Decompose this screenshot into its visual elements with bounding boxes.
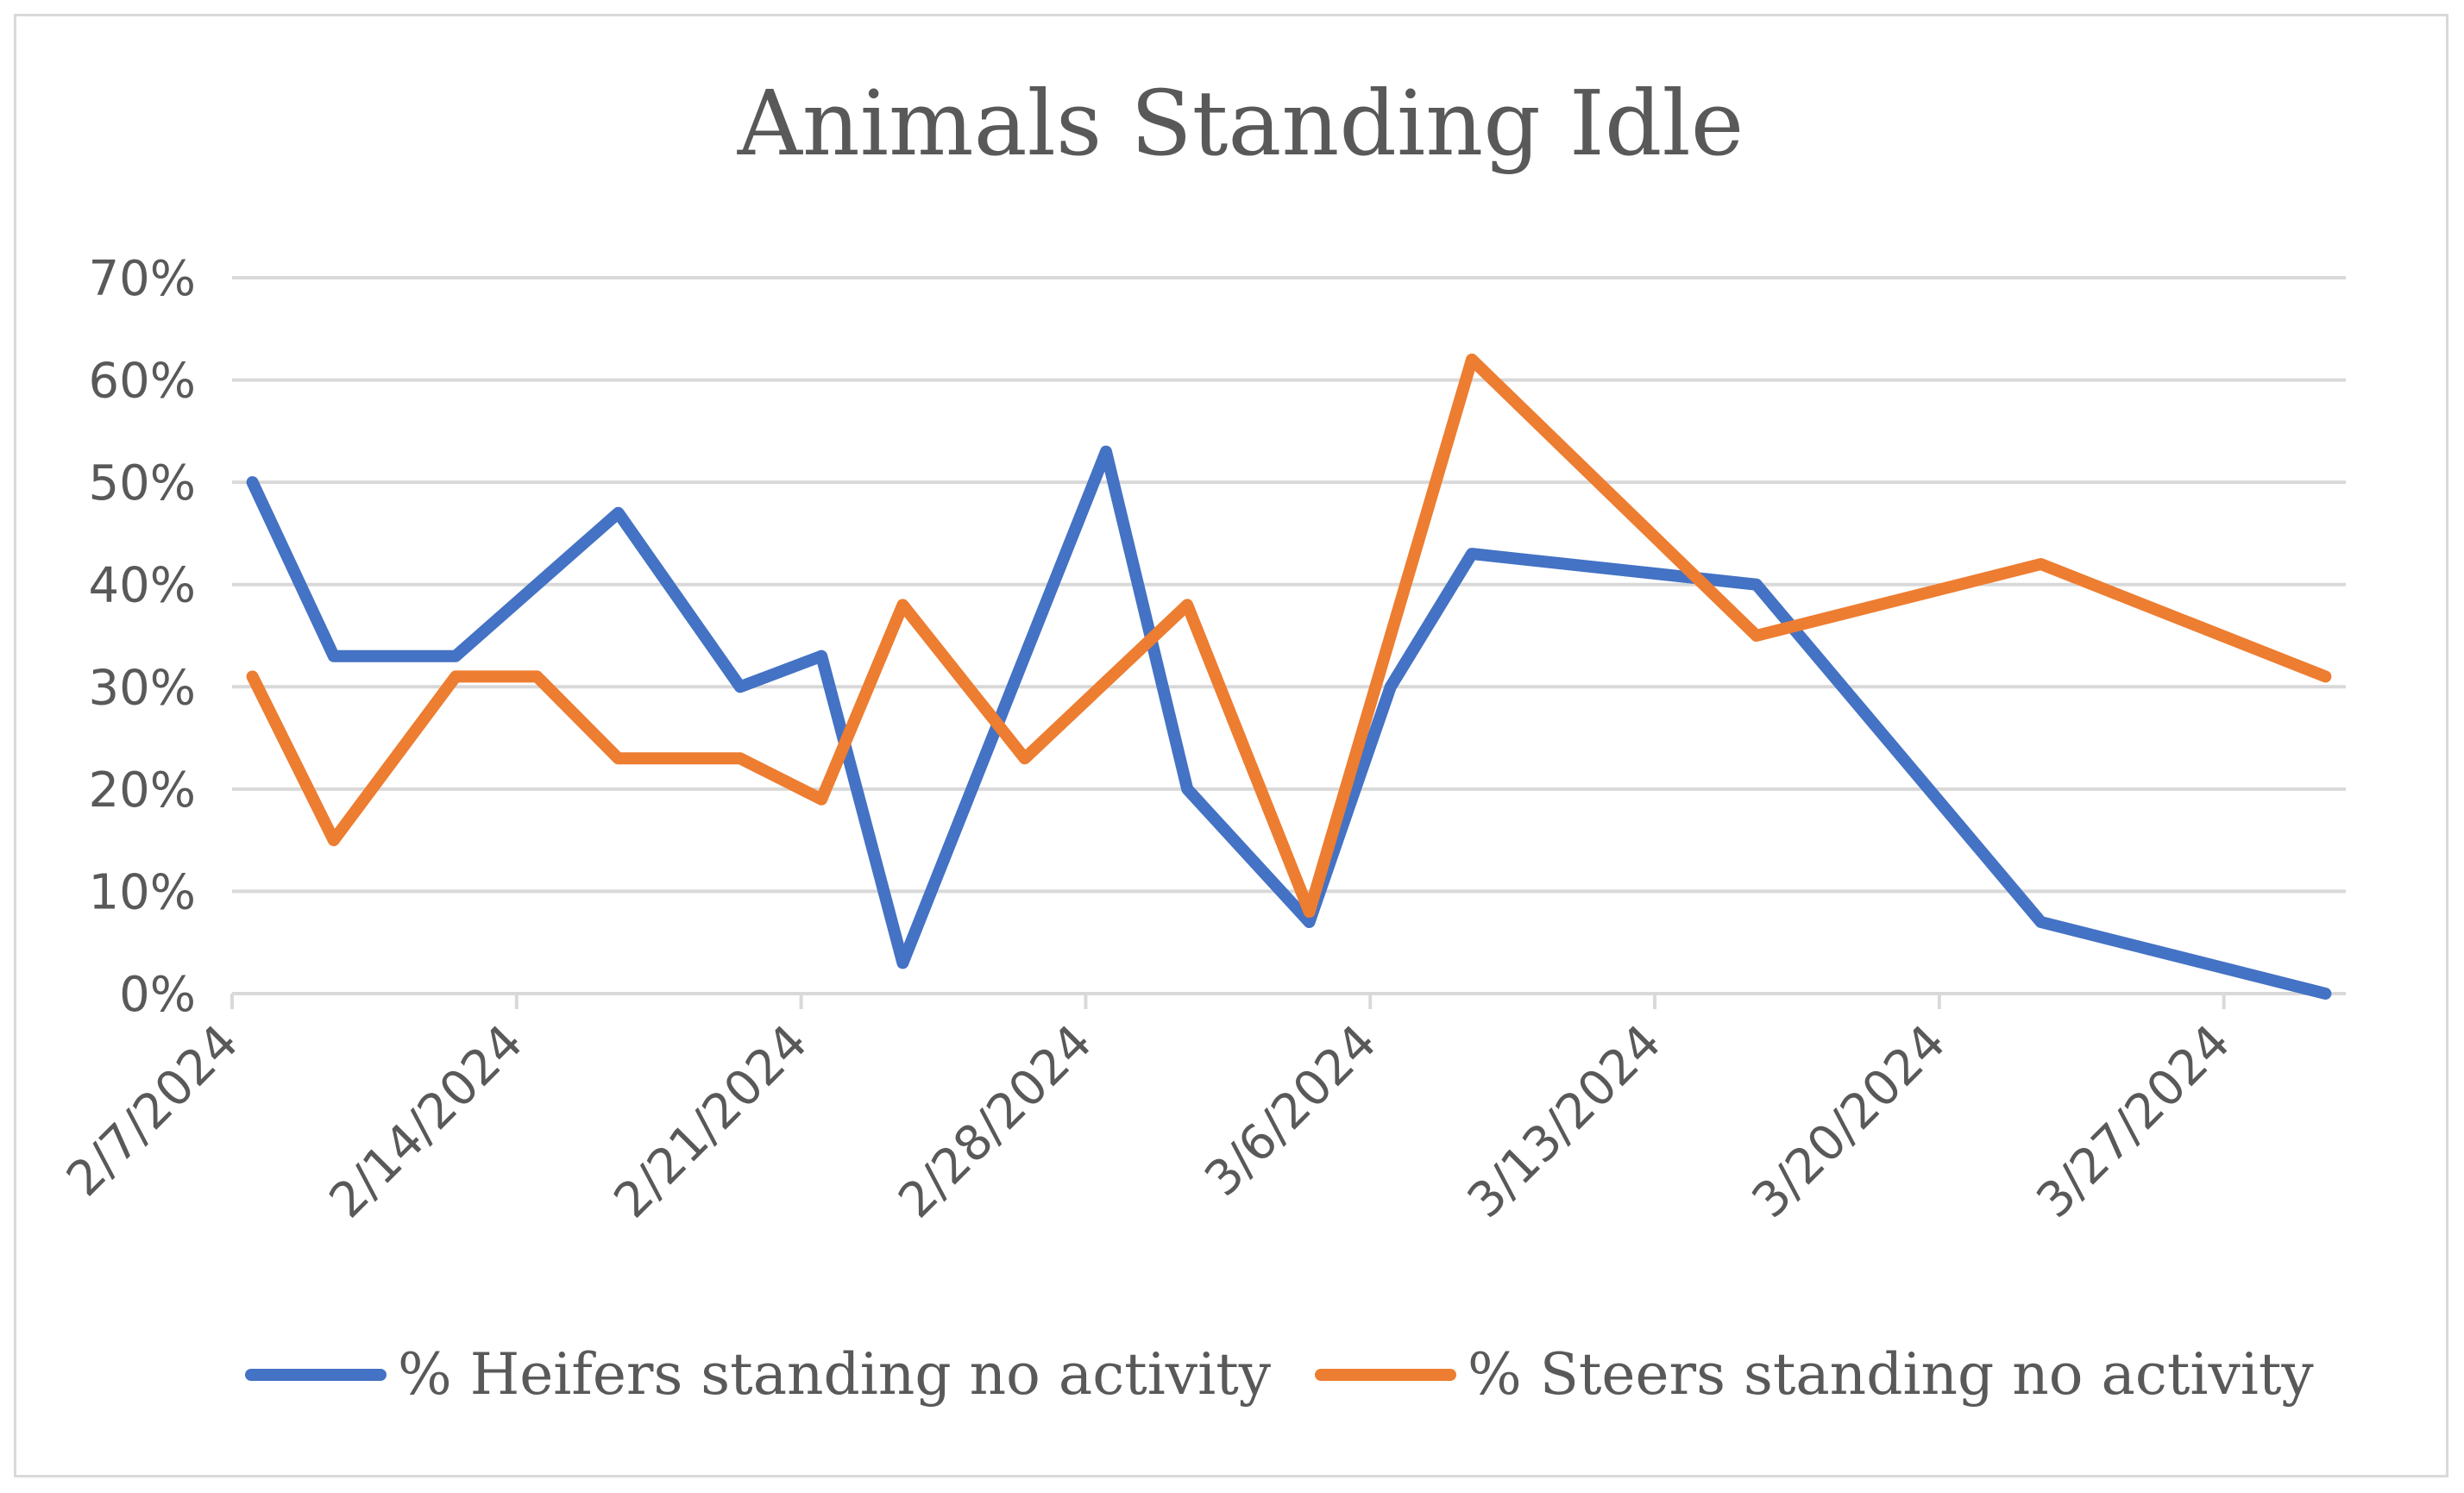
x-tick-label: 2/7/2024 (56, 1014, 249, 1208)
legend: % Heifers standing no activity % Steers s… (245, 1341, 2314, 1408)
y-tick-label: 10% (89, 864, 196, 920)
y-tick-label: 20% (89, 762, 196, 819)
x-tick-label: 2/14/2024 (319, 1014, 534, 1229)
line-chart: Animals Standing Idle 0% 10% 20% 30% 40% 50% 6… (56, 71, 2346, 1408)
x-tick-label: 3/20/2024 (1742, 1014, 1957, 1229)
x-axis: 2/7/2024 2/14/2024 2/21/2024 2/28/2024 3/6/2… (56, 992, 2346, 1229)
y-tick-label: 70% (89, 251, 196, 307)
series-lines (246, 353, 2332, 1000)
x-tick-label: 2/28/2024 (888, 1014, 1103, 1229)
y-tick-label: 60% (89, 354, 196, 410)
x-tick-label: 3/13/2024 (1457, 1014, 1672, 1229)
y-tick-label: 0% (119, 967, 196, 1023)
y-axis: 0% 10% 20% 30% 40% 50% 60% 70% (89, 251, 196, 1023)
y-tick-label: 30% (89, 660, 196, 716)
y-tick-label: 40% (89, 558, 196, 614)
legend-label: % Steers standing no activity (1468, 1341, 2314, 1408)
gridlines (232, 276, 2346, 995)
legend-label: % Heifers standing no activity (398, 1341, 1272, 1408)
x-tick-label: 3/27/2024 (2027, 1014, 2241, 1229)
x-tick-label: 2/21/2024 (604, 1014, 819, 1229)
chart-frame: Animals Standing Idle 0% 10% 20% 30% 40% 50% 6… (14, 14, 2448, 1477)
y-tick-label: 50% (89, 455, 196, 511)
chart-title: Animals Standing Idle (737, 71, 1744, 176)
x-tick-label: 3/6/2024 (1194, 1014, 1387, 1208)
series-line-steers (246, 353, 2332, 919)
series-line-heifers (246, 445, 2332, 1000)
